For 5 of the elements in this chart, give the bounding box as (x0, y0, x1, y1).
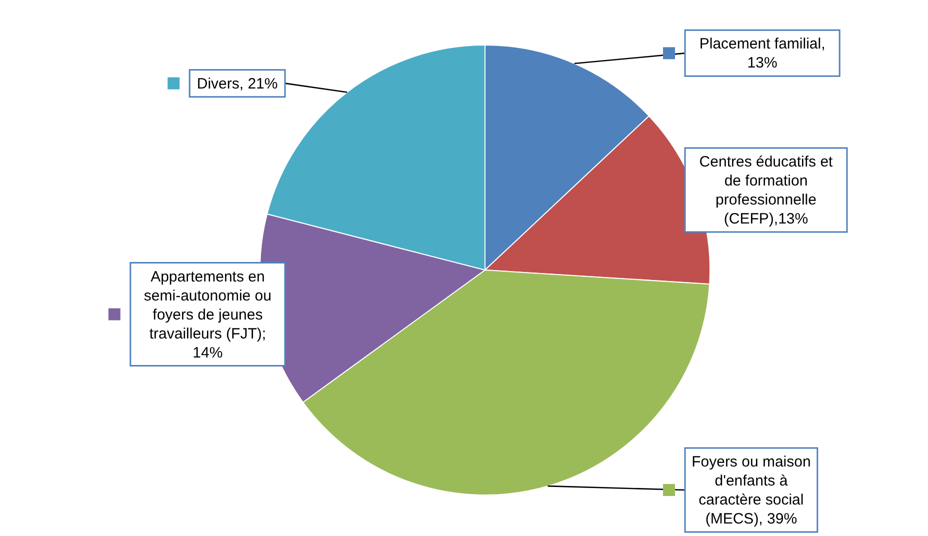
legend-label: Divers, 21% (196, 75, 278, 92)
legend-label: Placement familial, 13% (699, 36, 826, 72)
slice-label: Centres éducatifs et de formation professionnelle (CEFP),13% (699, 153, 834, 228)
legend-label: Foyers ou maison d'enfants à caractère social (MECS), 39% (692, 454, 811, 528)
legend-label: Appartements en semi-autonomie ou foyers de jeunes travailleurs (FJT); 14% (144, 268, 272, 362)
